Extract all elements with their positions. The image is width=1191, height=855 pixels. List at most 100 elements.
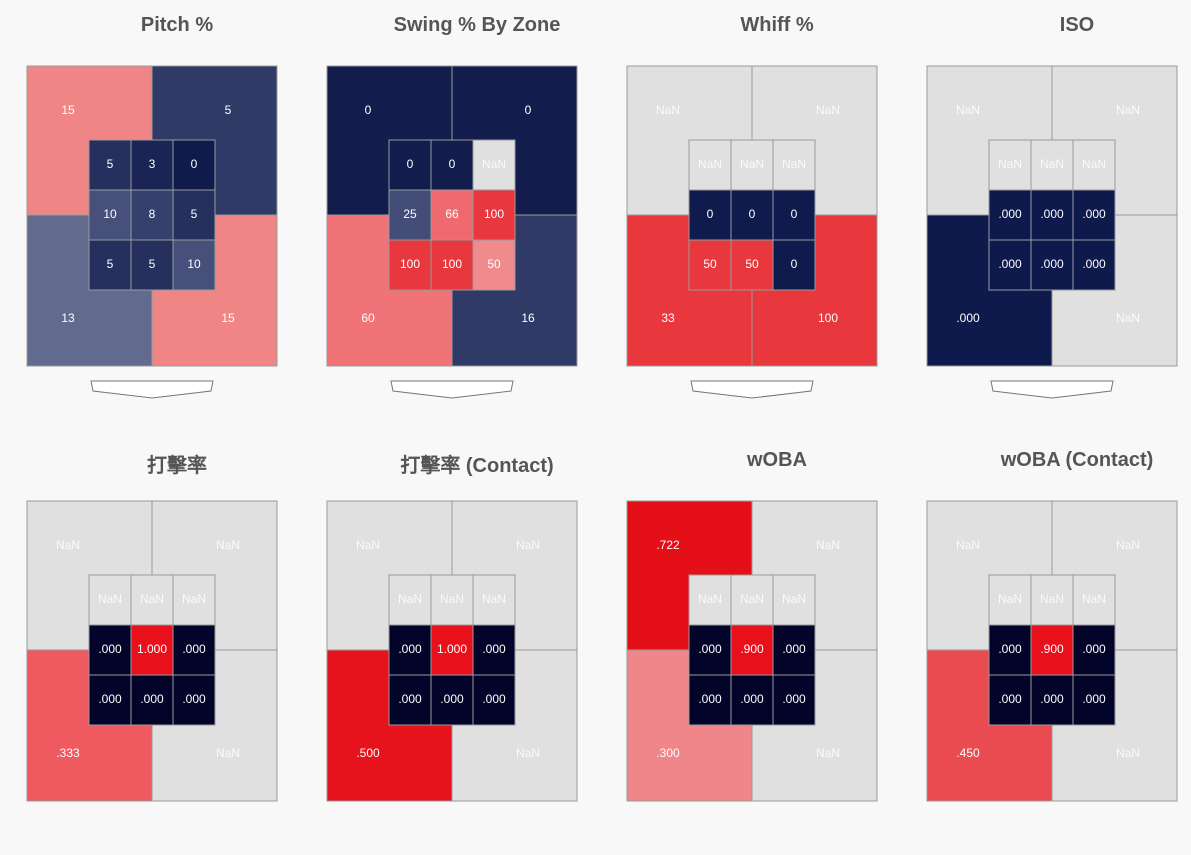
outer-zone-label: NaN <box>816 103 840 117</box>
strike-zone-heatmap: .722 NaN .300 NaN NaN NaN NaN .000 .900 .000 .000.… <box>626 500 878 802</box>
zone-cell-label: .000 <box>740 692 764 706</box>
zone-cell-label: .000 <box>698 692 722 706</box>
zone-cell-label: 50 <box>745 257 759 271</box>
strike-zone-heatmap: NaN NaN .333 NaN NaN NaN NaN .000 1.000 .000 .000.… <box>26 500 278 802</box>
outer-zone-label: 100 <box>818 311 838 325</box>
zone-cell-label: 66 <box>445 207 459 221</box>
zone-cell-3-2 <box>130 674 174 726</box>
zone-cell-label: .000 <box>698 642 722 656</box>
outer-zone-label: .000 <box>956 311 980 325</box>
zone-cell-2-1 <box>88 189 132 241</box>
zone-cell-3-2 <box>730 239 774 291</box>
zone-cell-label: .000 <box>482 692 506 706</box>
zone-cell-3-1 <box>988 239 1032 291</box>
zone-cell-2-2 <box>130 624 174 676</box>
zone-cell-label: NaN <box>998 592 1022 606</box>
zone-cell-label: NaN <box>1040 592 1064 606</box>
strike-zone-heatmap: 15 5 13 15 5 3 0 10 8 5 5 5 10 <box>26 65 278 399</box>
zone-cell-label: .000 <box>1082 692 1106 706</box>
zone-cell-1-2 <box>430 139 474 191</box>
zone-cell-2-2 <box>130 189 174 241</box>
home-plate-icon <box>390 380 514 399</box>
outer-zone-label: NaN <box>1116 103 1140 117</box>
zone-cell-label: NaN <box>440 592 464 606</box>
outer-zone-label: 33 <box>661 311 675 325</box>
zone-cell-label: 0 <box>191 157 198 171</box>
zone-cell-label: NaN <box>998 157 1022 171</box>
outer-zone-label: NaN <box>956 103 980 117</box>
strike-zone-heatmap: NaN NaN .000 NaN NaN NaN NaN .000 .000 .000 .000 .0… <box>926 65 1178 399</box>
strike-zone-heatmap: NaN NaN .450 NaN NaN NaN NaN .000 .900 .000 .000 .0… <box>926 500 1178 802</box>
zone-cell-1-3 <box>172 574 216 626</box>
zone-cell-label: 50 <box>703 257 717 271</box>
zone-cell-1-1 <box>88 139 132 191</box>
outer-zone-label: NaN <box>1116 746 1140 760</box>
zone-cell-label: NaN <box>482 592 506 606</box>
chart-title: Swing % By Zone <box>393 14 561 36</box>
zone-cell-label: 0 <box>749 207 756 221</box>
zone-cell-1-2 <box>130 574 174 626</box>
outer-zone-label: NaN <box>516 746 540 760</box>
zone-cell-label: NaN <box>740 592 764 606</box>
zone-cell-label: NaN <box>140 592 164 606</box>
zone-cell-label: .900 <box>740 642 764 656</box>
outer-zone-label: 13 <box>61 311 75 325</box>
zone-cell-3-2 <box>1030 674 1074 726</box>
zone-cell-3-1 <box>688 674 732 726</box>
zone-cell-label: NaN <box>698 592 722 606</box>
zone-cell-2-2 <box>730 624 774 676</box>
zone-cell-2-1 <box>88 624 132 676</box>
chart-title: wOBA (Contact) <box>1000 449 1154 471</box>
zone-cell-2-3 <box>472 624 516 676</box>
outer-zone-label: 0 <box>525 103 532 117</box>
chart-title: Whiff % <box>740 14 814 36</box>
zone-cell-label: 3 <box>149 157 156 171</box>
zone-cell-3-3 <box>472 239 516 291</box>
zone-cell-3-1 <box>388 674 432 726</box>
outer-zone-label: NaN <box>56 538 80 552</box>
zone-cell-1-2 <box>730 574 774 626</box>
zone-chart-1: Pitch % 15 5 13 15 5 3 0 10 8 5 5 5 10 <box>26 0 327 420</box>
zone-cell-label: 0 <box>449 157 456 171</box>
chart-title: wOBA <box>747 449 807 471</box>
zone-cell-label: .900 <box>1040 642 1064 656</box>
strike-zone-heatmap: NaN NaN 33 100 NaN NaN NaN 0 0 0 50 50 0 <box>626 65 878 399</box>
zone-cell-label: 5 <box>149 257 156 271</box>
zone-cell-1-1 <box>988 574 1032 626</box>
outer-zone-label: 60 <box>361 311 375 325</box>
zone-cell-1-2 <box>1030 574 1074 626</box>
zone-cell-1-2 <box>430 574 474 626</box>
zone-cell-label: 0 <box>791 207 798 221</box>
outer-zone-label: 15 <box>221 311 235 325</box>
zone-cell-1-1 <box>988 139 1032 191</box>
zone-cell-label: .000 <box>1040 207 1064 221</box>
zone-cell-label: 0 <box>791 257 798 271</box>
zone-chart-7: wOBA .722 NaN .300 NaN NaN NaN NaN .000 .900 .000.… <box>626 435 927 802</box>
zone-cell-label: .000 <box>182 642 206 656</box>
zone-cell-label: .000 <box>998 207 1022 221</box>
zone-cell-3-3 <box>1072 239 1116 291</box>
zone-cell-label: .000 <box>98 642 122 656</box>
zone-cell-label: .000 <box>1040 692 1064 706</box>
zone-cell-2-3 <box>1072 189 1116 241</box>
outer-zone-label: NaN <box>816 746 840 760</box>
home-plate-icon <box>90 380 214 399</box>
zone-cell-2-2 <box>430 189 474 241</box>
zone-cell-label: .000 <box>998 257 1022 271</box>
zone-cell-2-2 <box>1030 624 1074 676</box>
zone-cell-label: .000 <box>1082 642 1106 656</box>
outer-zone-label: NaN <box>216 746 240 760</box>
chart-title: Pitch % <box>140 14 214 36</box>
zone-cell-label: .000 <box>1040 257 1064 271</box>
zone-cell-label: 0 <box>407 157 414 171</box>
zone-cell-3-2 <box>1030 239 1074 291</box>
outer-zone-label: 16 <box>521 311 535 325</box>
zone-cell-label: NaN <box>182 592 206 606</box>
zone-cell-label: 100 <box>400 257 420 271</box>
outer-zone-label: 15 <box>61 103 75 117</box>
zone-cell-label: NaN <box>1040 157 1064 171</box>
zone-cell-label: .000 <box>1082 207 1106 221</box>
outer-zone-label: NaN <box>216 538 240 552</box>
home-plate-icon <box>690 380 814 399</box>
zone-cell-3-1 <box>388 239 432 291</box>
